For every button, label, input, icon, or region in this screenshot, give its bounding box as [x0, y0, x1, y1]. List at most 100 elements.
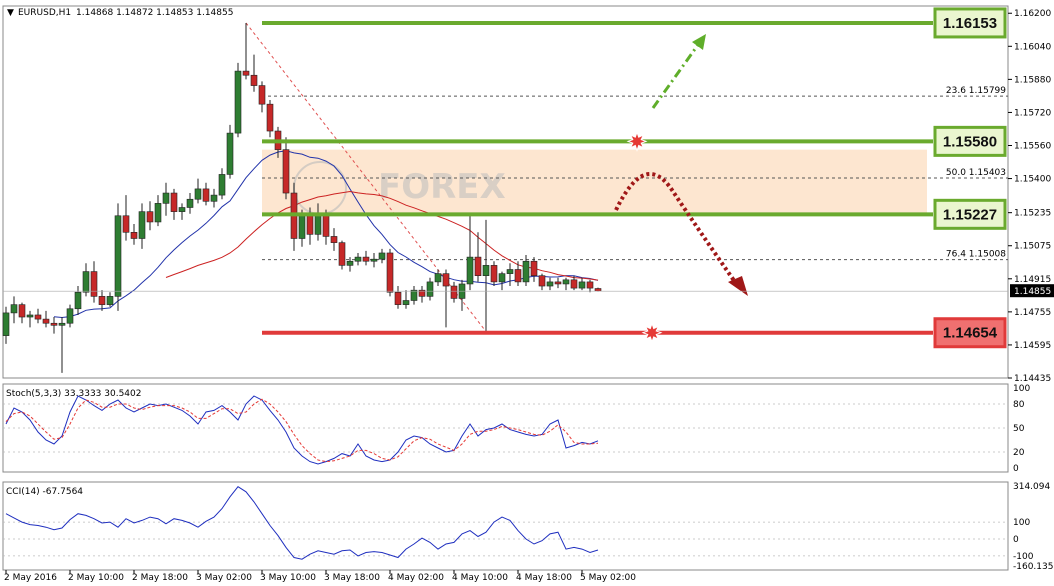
candle-body-18 [146, 211, 154, 223]
candle-33 [266, 100, 274, 138]
main-price-pane: FOREX 23.6 1.15799 50.0 1.15403 76.4 1.1500… [2, 5, 1054, 384]
x-tick-label-9: 5 May 02:00 [580, 573, 636, 583]
candle-58 [466, 213, 474, 291]
candle-27 [218, 168, 226, 200]
candle-body-71 [570, 279, 578, 289]
candle-body-67 [538, 275, 546, 287]
candle-54 [434, 269, 442, 287]
y-tick-label-4: 1.15560 [1014, 142, 1051, 152]
candle-body-50 [402, 300, 410, 305]
candle-body-41 [330, 236, 338, 243]
candle-body-74 [594, 288, 602, 292]
candle-body-47 [378, 252, 386, 260]
candle-body-35 [282, 149, 290, 194]
x-tick-label-1: 2 May 10:00 [68, 573, 124, 583]
candle-body-55 [442, 273, 450, 287]
candle-23 [186, 193, 194, 214]
stoch-y-label-4: 0 [1013, 464, 1019, 474]
candle-body-13 [106, 296, 114, 305]
candle-body-23 [186, 198, 194, 208]
candle-body-16 [130, 232, 138, 239]
candle-14 [114, 203, 122, 311]
candle-body-38 [306, 215, 314, 235]
x-tick-label-3: 3 May 02:00 [196, 573, 252, 583]
candle-body-42 [338, 242, 346, 266]
level-label-0: 1.16153 [943, 15, 997, 32]
candle-68 [546, 277, 554, 291]
candle-body-21 [170, 192, 178, 212]
symbol-dropdown-icon[interactable]: ▼ [7, 8, 14, 18]
candle-32 [258, 81, 266, 113]
candle-body-52 [418, 289, 426, 297]
cci-y-label-0: 314.094 [1013, 482, 1050, 492]
y-tick-label-2: 1.15880 [1014, 75, 1051, 85]
candle-body-66 [530, 260, 538, 277]
candle-55 [442, 269, 450, 328]
candle-47 [378, 248, 386, 264]
candle-30 [242, 22, 250, 80]
burst-icon-resistance [626, 130, 648, 152]
level-label-1: 1.15580 [943, 133, 997, 150]
fib-label-1: 50.0 1.15403 [946, 168, 1006, 178]
candle-body-29 [234, 70, 242, 134]
candle-body-1 [10, 304, 18, 314]
burst-icon-support [641, 322, 663, 344]
candle-25 [202, 182, 210, 206]
supply-zone [262, 149, 927, 215]
candle-64 [514, 261, 522, 287]
candle-body-70 [562, 279, 570, 285]
symbol-label: EURUSD,H1 [18, 8, 71, 18]
candle-46 [370, 252, 378, 268]
fib-label-2: 76.4 1.15008 [946, 250, 1006, 260]
candle-21 [170, 188, 178, 220]
candle-8 [66, 304, 74, 328]
candle-body-19 [154, 203, 162, 223]
y-tick-label-10: 1.14595 [1014, 341, 1051, 351]
candle-body-24 [194, 188, 202, 200]
x-tick-label-2: 2 May 18:00 [132, 573, 188, 583]
candle-50 [402, 290, 410, 309]
candle-22 [178, 203, 186, 220]
cci-y-label-4: -160.1355 [1013, 562, 1054, 572]
candle-body-11 [90, 271, 98, 297]
candle-4 [34, 308, 42, 324]
candle-body-14 [114, 215, 122, 297]
stoch-series-1 [5, 398, 599, 463]
level-badge-1 [933, 125, 1007, 157]
candle-body-12 [98, 296, 106, 305]
candle-body-10 [82, 271, 90, 293]
y-tick-label-7: 1.15075 [1014, 242, 1051, 252]
candle-59 [474, 232, 482, 282]
candle-35 [282, 137, 290, 200]
candle-body-61 [490, 265, 498, 283]
candle-65 [522, 255, 530, 287]
stoch-y-label-3: 20 [1013, 448, 1025, 458]
candle-body-58 [466, 256, 474, 285]
candle-61 [490, 261, 498, 287]
candle-body-54 [434, 273, 442, 283]
candle-3 [26, 310, 34, 328]
candle-body-26 [210, 194, 218, 202]
y-tick-label-5: 1.15400 [1014, 175, 1051, 185]
candle-body-20 [162, 192, 170, 204]
candle-body-6 [50, 322, 58, 326]
y-tick-label-8: 1.14915 [1014, 275, 1051, 285]
candle-45 [362, 250, 370, 266]
stoch-title: Stoch(5,3,3) 33.3333 30.5402 [6, 389, 141, 399]
level-badge-3 [933, 317, 1007, 349]
current-price-badge [1010, 284, 1054, 298]
candle-28 [226, 124, 234, 179]
candle-13 [106, 292, 114, 307]
cci-frame [2, 481, 1009, 571]
candle-body-44 [354, 256, 362, 262]
candle-body-48 [386, 252, 394, 293]
candle-body-64 [514, 269, 522, 283]
candle-body-5 [42, 318, 50, 324]
candle-16 [130, 224, 138, 245]
candle-26 [210, 188, 218, 208]
candle-63 [506, 263, 514, 287]
stoch-series-0 [5, 395, 599, 465]
candle-body-30 [242, 70, 250, 76]
candle-body-40 [322, 213, 330, 237]
